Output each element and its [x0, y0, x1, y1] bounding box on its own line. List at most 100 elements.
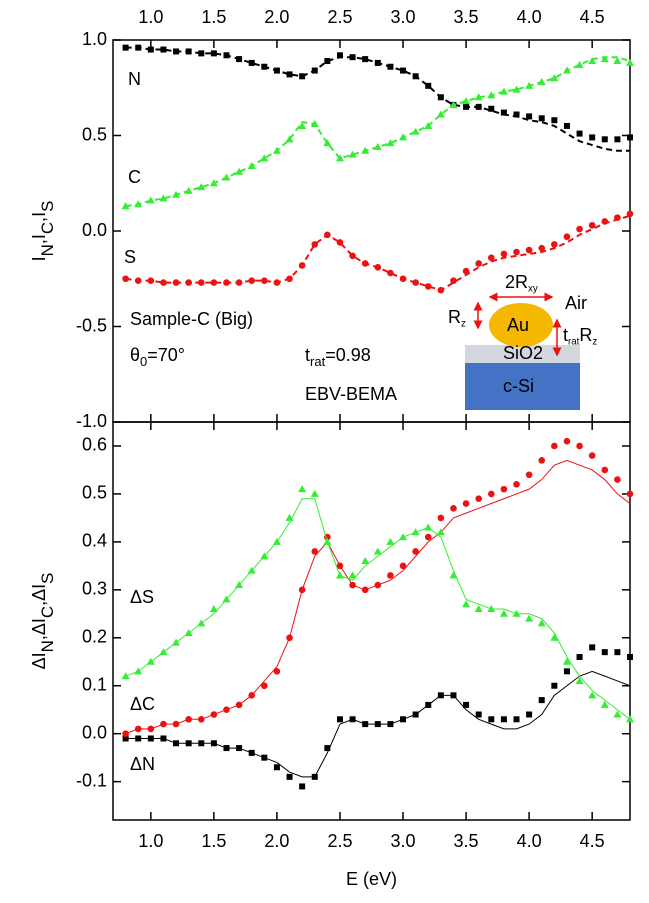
text-part: 0: [140, 354, 147, 369]
text-part: z: [461, 318, 466, 329]
data-point: [513, 111, 520, 118]
series-label: C: [128, 167, 141, 187]
data-point: [324, 745, 331, 752]
text-part: =0.98: [325, 345, 371, 365]
text-part: ,I: [29, 212, 49, 222]
text-part: θ: [130, 345, 140, 365]
y-axis-label: IN,IC,IS: [29, 201, 58, 262]
text-part: t: [563, 325, 568, 345]
data-point: [614, 649, 621, 656]
data-point: [298, 485, 307, 493]
annotation: tratRz: [563, 325, 597, 347]
data-point: [285, 135, 294, 143]
data-point: [538, 457, 546, 464]
data-point: [386, 139, 395, 147]
model-line: [125, 46, 630, 152]
series-label: N: [128, 69, 141, 89]
data-point: [551, 442, 558, 450]
data-point: [160, 46, 167, 53]
data-point: [323, 139, 332, 147]
y-tick-label: 0.6: [82, 435, 107, 455]
text-part: ,I: [29, 234, 49, 244]
data-point: [462, 97, 471, 105]
data-point: [500, 109, 507, 116]
x-tick-label: 1.5: [201, 7, 226, 27]
au-particle: [489, 303, 553, 347]
data-point: [475, 260, 482, 267]
data-point: [310, 489, 319, 497]
data-point: [336, 716, 343, 723]
data-point: [550, 74, 559, 82]
data-point: [600, 700, 609, 708]
data-point: [248, 59, 255, 66]
data-point: [311, 548, 319, 555]
sio2-layer: [465, 345, 580, 363]
data-point: [601, 649, 608, 656]
data-point: [500, 250, 508, 258]
text-part: ΔI: [29, 652, 49, 669]
annotation: θ0=70°: [130, 345, 185, 370]
data-point: [146, 196, 155, 204]
data-point: [588, 452, 596, 459]
data-point: [499, 609, 508, 617]
x-tick-label: 4.5: [580, 7, 605, 27]
data-point: [562, 657, 571, 665]
data-point: [513, 481, 520, 488]
data-point: [600, 55, 609, 63]
data-point: [487, 490, 495, 498]
y-tick-label: 0.0: [82, 220, 107, 240]
text-part: ,ΔI: [29, 618, 49, 640]
data-point: [336, 52, 343, 59]
data-point: [589, 644, 596, 651]
data-point: [450, 277, 457, 284]
y-tick-label: 0.0: [82, 722, 107, 742]
data-point: [563, 668, 570, 675]
text-part: xy: [528, 283, 538, 294]
data-point: [273, 764, 280, 771]
data-point: [563, 437, 571, 445]
data-point: [210, 50, 217, 57]
data-point: [588, 221, 596, 229]
data-point: [450, 505, 457, 512]
x-tick-label: 3.0: [391, 831, 416, 851]
data-point: [550, 633, 559, 641]
data-point: [462, 600, 471, 608]
si-substrate: [465, 363, 580, 410]
data-point: [488, 716, 495, 723]
model-line: [125, 214, 631, 292]
data-point: [614, 476, 621, 483]
text-part: I: [29, 256, 49, 261]
data-point: [160, 279, 167, 286]
data-point: [198, 50, 205, 57]
y-tick-label: 0.2: [82, 627, 107, 647]
data-point: [575, 676, 584, 684]
text-part: rat: [310, 354, 326, 369]
data-point: [424, 533, 432, 541]
data-point: [373, 547, 382, 555]
data-point: [576, 225, 583, 233]
inset-diagram: [465, 292, 580, 410]
x-tick-label: 4.0: [517, 7, 542, 27]
data-point: [399, 562, 407, 570]
x-tick-label: 3.0: [391, 7, 416, 27]
data-point: [563, 233, 571, 241]
data-point: [400, 67, 407, 74]
data-point: [463, 701, 470, 708]
annotation: Air: [565, 293, 587, 313]
text-part: 2R: [505, 272, 528, 292]
data-point: [525, 471, 533, 479]
x-tick-label: 3.5: [454, 831, 479, 851]
series-label: S: [124, 247, 136, 267]
data-point: [436, 528, 445, 536]
data-point: [235, 167, 244, 175]
model-line: [125, 56, 631, 208]
x-tick-label: 2.0: [264, 831, 289, 851]
y-axis-label: ΔIN,ΔIC,ΔIS: [29, 573, 58, 670]
data-point: [387, 572, 394, 579]
data-point: [613, 57, 622, 65]
data-point: [362, 56, 369, 63]
x-tick-label: 1.0: [138, 7, 163, 27]
data-point: [261, 682, 268, 690]
text-part: N: [39, 640, 58, 652]
data-point: [462, 500, 470, 507]
